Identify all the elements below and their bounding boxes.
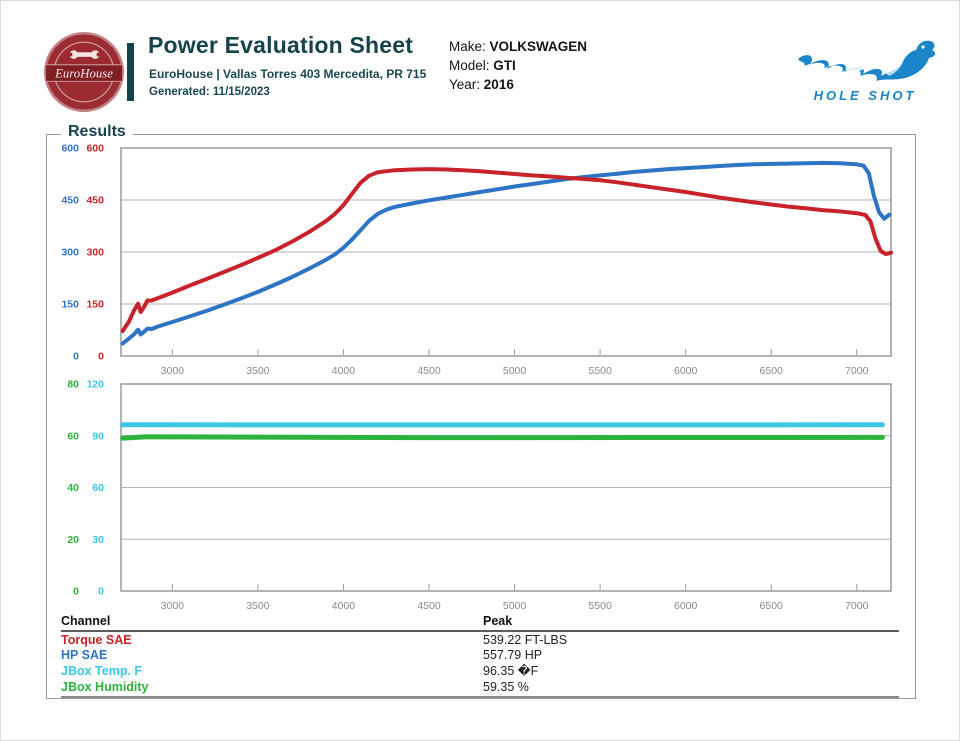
peak-header: Peak — [483, 613, 513, 628]
x-tick-label: 4000 — [332, 600, 356, 612]
table-row: JBox Humidity 59.35 % — [61, 679, 899, 695]
y-tick-label: 90 — [92, 430, 104, 442]
channel-name: JBox Humidity — [61, 679, 149, 694]
y-tick-label: 60 — [92, 482, 104, 494]
peak-table-header: Channel Peak — [61, 612, 899, 629]
y-tick-label: 450 — [61, 195, 79, 207]
results-section-title: Results — [61, 123, 133, 141]
peak-table: Channel Peak Torque SAE 539.22 FT-LBS HP SAE… — [61, 612, 899, 699]
x-tick-label: 3500 — [246, 365, 270, 377]
results-box — [46, 134, 916, 699]
table-row: HP SAE 557.79 HP — [61, 648, 899, 664]
y-tick-label: 300 — [86, 247, 104, 259]
x-tick-label: 5000 — [503, 365, 527, 377]
channel-header: Channel — [61, 613, 111, 628]
peak-value: 557.79 HP — [483, 648, 543, 663]
table-bottom-divider — [61, 696, 899, 699]
x-tick-label: 3500 — [246, 600, 270, 612]
vehicle-make: Make: VOLKSWAGEN — [449, 39, 588, 54]
y-tick-label: 150 — [86, 299, 104, 311]
y-tick-label: 0 — [73, 586, 79, 598]
vehicle-info: Make: VOLKSWAGEN Model: GTI Year: 2016 — [449, 37, 587, 94]
x-tick-label: 3000 — [161, 600, 185, 612]
y-tick-label: 20 — [67, 534, 79, 546]
peak-value: 539.22 FT-LBS — [483, 632, 568, 647]
y-tick-label: 30 — [92, 534, 104, 546]
y-tick-label: 0 — [98, 586, 104, 598]
x-tick-label: 6500 — [760, 365, 784, 377]
y-tick-label: 600 — [86, 143, 104, 155]
holeshot-logo: HOLE SHOT — [787, 27, 943, 103]
x-tick-label: 5500 — [588, 365, 612, 377]
x-tick-label: 4500 — [417, 365, 441, 377]
vehicle-model: Model: GTI — [449, 58, 516, 73]
y-tick-label: 450 — [86, 195, 104, 207]
channel-name: HP SAE — [61, 648, 108, 663]
power-torque-chart: 3000 3500 4000 4500 5000 5500 6000 6500 70000150… — [61, 143, 893, 377]
eurohouse-logo: EuroHouse — [44, 32, 124, 112]
holeshot-wordmark: HOLE SHOT — [813, 88, 917, 103]
channel-name: JBox Temp. F — [61, 663, 143, 678]
y-tick-label: 600 — [61, 143, 79, 155]
y-tick-label: 150 — [61, 299, 79, 311]
plot-border — [120, 383, 892, 592]
table-row: Torque SAE 539.22 FT-LBS — [61, 632, 899, 648]
horse-icon — [798, 40, 936, 81]
x-tick-label: 7000 — [845, 600, 869, 612]
y-tick-label: 300 — [61, 247, 79, 259]
peak-value: 59.35 % — [483, 679, 529, 694]
x-tick-label: 7000 — [845, 365, 869, 377]
x-tick-label: 3000 — [161, 365, 185, 377]
y-tick-label: 60 — [67, 430, 79, 442]
x-tick-label: 4000 — [332, 365, 356, 377]
title-accent-bar — [127, 43, 134, 101]
vehicle-year: Year: 2016 — [449, 77, 514, 92]
y-tick-label: 40 — [67, 482, 79, 494]
table-header-divider — [61, 630, 899, 632]
y-tick-label: 80 — [67, 379, 79, 391]
y-tick-label: 120 — [86, 379, 104, 391]
y-tick-label: 0 — [73, 351, 79, 363]
x-tick-label: 6500 — [760, 600, 784, 612]
table-row: JBox Temp. F 96.35 �F — [61, 663, 899, 679]
generated-date: Generated: 11/15/2023 — [149, 86, 270, 98]
x-tick-label: 4500 — [417, 600, 441, 612]
series-torque-sae — [120, 167, 893, 333]
series-jbox-humidity — [120, 434, 885, 441]
ambient-conditions-chart: 3000 3500 4000 4500 5000 5500 6000 6500 7000 0 20 4… — [67, 379, 892, 612]
x-tick-label: 6000 — [674, 600, 698, 612]
x-tick-label: 5500 — [588, 600, 612, 612]
logo-wordmark: EuroHouse — [54, 67, 113, 81]
channel-name: Torque SAE — [61, 632, 132, 647]
series-hp-sae — [120, 160, 892, 346]
wrench-icon — [68, 50, 101, 59]
peak-value: 96.35 �F — [483, 664, 539, 679]
y-tick-label: 0 — [98, 351, 104, 363]
x-tick-label: 5000 — [503, 600, 527, 612]
page-title: Power Evaluation Sheet — [148, 32, 414, 58]
x-tick-label: 6000 — [674, 365, 698, 377]
shop-address: EuroHouse | Vallas Torres 403 Mercedita,… — [149, 67, 427, 81]
